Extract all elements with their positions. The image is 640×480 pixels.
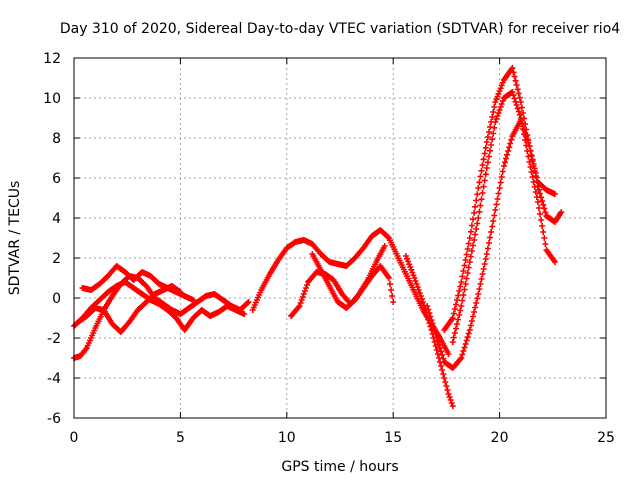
- x-tick-label: 10: [278, 430, 296, 446]
- y-tick-label: -6: [47, 411, 61, 427]
- y-tick-label: 6: [52, 171, 61, 187]
- y-tick-label: 8: [52, 131, 61, 147]
- y-tick-label: 10: [43, 91, 61, 107]
- y-tick-label: 12: [43, 51, 61, 67]
- data-points: [71, 65, 565, 409]
- plus-markers: [79, 263, 197, 303]
- series-track-10: [441, 65, 558, 333]
- y-axis-label: SDTVAR / TECUs: [7, 181, 23, 296]
- plus-markers: [288, 243, 388, 319]
- plus-markers: [75, 283, 184, 335]
- series-track-7: [309, 251, 397, 311]
- y-tick-label: 0: [52, 291, 61, 307]
- plus-markers: [403, 253, 456, 409]
- series-track-4: [75, 283, 184, 335]
- x-tick-label: 20: [491, 430, 509, 446]
- y-tick-label: 2: [52, 251, 61, 267]
- series-track-11: [449, 89, 558, 345]
- y-tick-label: -4: [47, 371, 61, 387]
- y-tick-label: -2: [47, 331, 61, 347]
- x-axis-label: GPS time / hours: [281, 459, 398, 475]
- series-track-6: [288, 243, 388, 319]
- x-tick-label: 5: [176, 430, 185, 446]
- chart-title: Day 310 of 2020, Sidereal Day-to-day VTE…: [60, 21, 620, 37]
- plot-frame: [73, 57, 607, 419]
- plus-markers: [449, 89, 558, 345]
- axis-ticks: [73, 57, 607, 419]
- x-tick-labels: 0 5 10 15 20 25: [70, 430, 615, 446]
- x-tick-label: 0: [70, 430, 79, 446]
- plus-markers: [441, 65, 558, 333]
- plus-markers: [309, 251, 397, 311]
- series-track-3: [79, 263, 197, 303]
- x-tick-label: 15: [384, 430, 402, 446]
- grid: [74, 58, 606, 418]
- x-tick-label: 25: [597, 430, 615, 446]
- y-tick-label: 4: [52, 211, 61, 227]
- series-track-8: [403, 253, 456, 409]
- y-tick-labels: -6 -4 -2 0 2 4 6 8 10 12: [43, 51, 61, 427]
